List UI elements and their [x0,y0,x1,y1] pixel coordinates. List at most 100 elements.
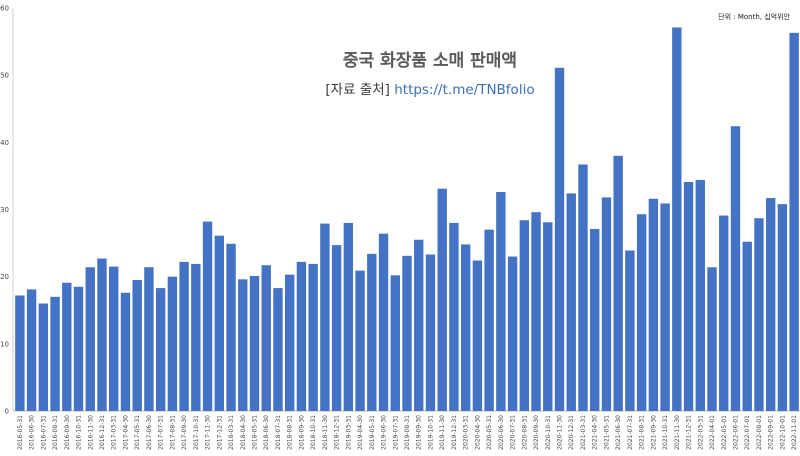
x-tick-label: 2019-06-30 [381,415,388,450]
x-tick-label: 2020-11-30 [557,415,564,450]
x-tick-label: 2016-11-30 [87,415,94,450]
bar-2016-07-31 [38,303,49,411]
bar-2020-10-31 [543,222,553,411]
x-tick-label: 2019-09-30 [416,415,423,450]
source-prefix: [자료 출처] [325,82,390,98]
x-tick-label: 2022-03-31 [697,415,704,450]
x-tick-label: 2017-05-31 [134,415,141,450]
bar-2022-06-01 [730,126,741,412]
bar-2017-12-31 [214,235,224,411]
x-tick-label: 2022-11-01 [791,415,798,450]
bar-2019-04-30 [355,270,365,411]
x-tick-label: 2017-08-31 [169,415,176,450]
x-tick-label: 2022-10-01 [779,415,786,450]
x-tick-label: 2016-12-31 [99,415,106,450]
x-tick-label: 2019-03-31 [345,415,352,450]
bar-2018-03-31 [226,243,236,411]
bar-2020-07-31 [507,256,518,411]
x-tick-label: 2022-07-01 [744,415,751,450]
x-tick-label: 2017-06-30 [146,415,153,450]
x-tick-label: 2016-05-31 [17,415,24,450]
x-tick-label: 2017-11-30 [205,415,212,450]
x-tick-labels: 2016-05-31 2016-06-30 2016-07-31 2016-08-31… [17,415,798,450]
x-tick-label: 2017-03-31 [111,415,118,450]
bar-2016-09-30 [62,282,72,411]
bar-2022-11-01 [789,32,799,411]
bar-2019-11-30 [437,188,447,411]
bar-2021-05-31 [601,197,612,411]
y-tick-label: 40 [0,139,9,147]
x-tick-label: 2017-07-31 [158,415,165,450]
x-tick-label: 2021-04-30 [592,415,599,450]
x-tick-label: 2018-09-30 [298,415,305,450]
bar-2019-10-31 [425,254,436,411]
x-tick-label: 2018-03-31 [228,415,235,450]
x-tick-label: 2021-11-30 [674,415,681,450]
x-tick-label: 2017-04-30 [122,415,129,450]
x-tick-label: 2017-12-31 [216,415,223,450]
x-tick-label: 2018-10-31 [310,415,317,450]
x-tick-label: 2022-05-01 [721,415,728,450]
bar-2020-12-31 [566,193,576,411]
bar-2016-10-31 [73,286,84,411]
bar-2020-03-31 [460,244,471,411]
bar-2022-07-01 [742,241,752,411]
x-tick-label: 2016-10-31 [76,415,83,450]
bar-2018-12-31 [331,245,342,411]
bar-2020-08-31 [519,220,530,411]
bar-2016-11-30 [85,267,95,411]
x-tick-label: 2020-04-30 [474,415,481,450]
x-tick-label: 2022-09-01 [768,415,775,450]
x-tick-label: 2020-03-31 [463,415,470,450]
x-tick-label: 2019-12-31 [451,415,458,450]
x-tick-label: 2018-12-31 [334,415,341,450]
bar-2022-08-01 [754,218,764,411]
y-tick-label: 20 [0,273,9,281]
bar-2019-08-31 [402,255,412,411]
bar-2019-07-31 [390,275,400,411]
x-tick-label: 2016-08-31 [52,415,59,450]
bar-2017-05-31 [132,280,142,411]
chart-title: 중국 화장품 소매 판매액 [342,51,518,71]
x-tick-label: 2021-12-31 [686,415,693,450]
bar-2020-09-30 [531,212,541,411]
bar-2020-04-30 [472,260,483,411]
bar-2020-11-30 [554,67,565,411]
bar-2018-07-31 [273,288,283,411]
x-tick-label: 2019-05-31 [369,415,376,450]
bar-2021-12-31 [683,181,694,411]
x-tick-label: 2019-11-30 [439,415,446,450]
x-tick-label: 2019-08-31 [404,415,411,450]
bar-2017-04-30 [120,292,131,411]
bar-2022-10-01 [777,204,788,411]
bar-2018-10-31 [308,263,318,411]
bar-2017-06-30 [144,267,154,411]
bar-2017-09-30 [179,261,189,411]
bar-2017-11-30 [202,221,213,411]
bar-2019-09-30 [414,239,424,411]
x-tick-label: 2017-09-30 [181,415,188,450]
bar-2017-10-31 [191,263,201,411]
bar-2021-09-30 [648,198,659,411]
unit-note: 단위 : Month, 십억위안 [718,13,790,21]
bar-2018-11-30 [320,223,330,411]
source-link[interactable]: https://t.me/TNBfolio [394,82,535,98]
y-tick-label: 50 [0,72,9,80]
x-tick-label: 2018-05-31 [251,415,258,450]
x-tick-label: 2021-10-31 [662,415,669,450]
bar-2021-07-31 [625,250,635,411]
bar-2021-08-31 [636,214,647,411]
x-tick-label: 2021-08-31 [639,415,646,450]
x-tick-label: 2018-04-30 [240,415,247,450]
bar-2019-03-31 [343,222,354,411]
bars-group [15,27,799,412]
y-tick-labels: 0 10 20 30 40 50 60 [0,5,9,416]
x-tick-label: 2017-10-31 [193,415,200,450]
bar-2022-05-01 [719,215,729,411]
bar-2019-05-31 [367,253,377,411]
bar-2021-11-30 [672,27,682,411]
x-tick-label: 2021-05-31 [603,415,610,450]
y-tick-label: 0 [5,408,9,416]
x-tick-label: 2022-06-01 [732,415,739,450]
